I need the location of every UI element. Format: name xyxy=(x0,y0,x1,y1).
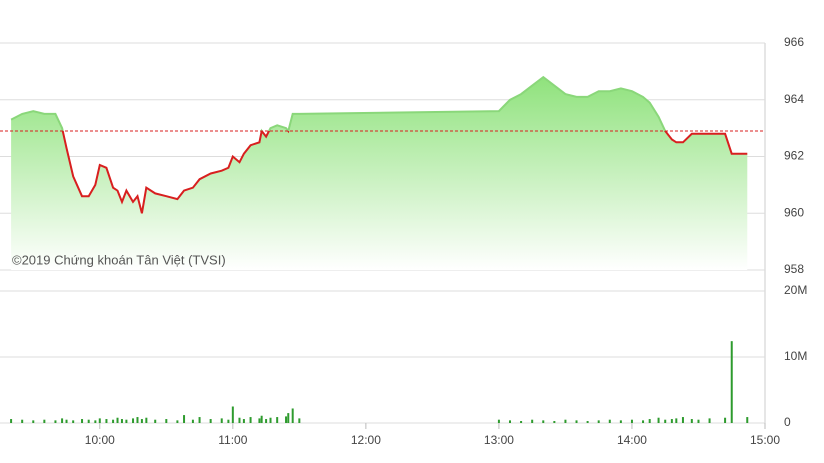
volume-bar xyxy=(72,420,75,423)
y-tick-label: 966 xyxy=(784,35,804,49)
volume-bar xyxy=(619,420,622,423)
x-tick-label: 12:00 xyxy=(351,433,381,447)
volume-bar xyxy=(231,406,234,423)
volume-bar xyxy=(542,420,545,423)
volume-bar xyxy=(191,419,194,423)
volume-bar xyxy=(165,419,168,423)
volume-bar xyxy=(285,416,288,423)
volume-bar xyxy=(65,419,68,423)
volume-bar xyxy=(21,419,24,423)
volume-bar xyxy=(269,417,272,423)
volume-bar xyxy=(597,420,600,423)
volume-bar xyxy=(276,417,279,423)
volume-bar xyxy=(238,417,241,423)
volume-bar xyxy=(209,419,212,423)
volume-bar xyxy=(116,417,119,423)
volume-bar xyxy=(746,417,749,423)
x-tick-label: 14:00 xyxy=(617,433,647,447)
volume-bar xyxy=(198,417,201,423)
y-tick-label: 960 xyxy=(784,205,804,219)
x-tick-label: 15:00 xyxy=(750,433,780,447)
volume-bar xyxy=(664,419,667,423)
volume-bar xyxy=(94,420,97,423)
volume-bar xyxy=(291,408,294,423)
volume-bar xyxy=(630,419,633,423)
x-tick-label: 13:00 xyxy=(484,433,514,447)
volume-bar xyxy=(648,419,651,423)
volume-bar xyxy=(132,418,135,423)
volume-bar xyxy=(54,420,57,423)
y2-tick-label: 10M xyxy=(784,349,807,363)
price-area xyxy=(11,77,748,270)
y2-tick-label: 0 xyxy=(784,415,791,429)
volume-bar xyxy=(708,418,711,423)
volume-bar xyxy=(249,417,252,423)
volume-bar xyxy=(697,419,700,423)
volume-bar xyxy=(140,419,143,423)
volume-bar xyxy=(112,419,115,423)
volume-bar xyxy=(183,415,186,423)
watermark: ©2019 Chứng khoán Tân Việt (TVSI) xyxy=(12,252,226,267)
volume-bar xyxy=(145,417,148,423)
volume-bar xyxy=(657,417,660,423)
volume-bar xyxy=(120,419,123,423)
volume-bar xyxy=(681,417,684,423)
volume-bar xyxy=(298,418,301,423)
volume-bar xyxy=(675,418,678,423)
price-line-up xyxy=(10,75,667,131)
x-tick-label: 10:00 xyxy=(85,433,115,447)
volume-bar xyxy=(265,419,268,423)
y2-tick-label: 20M xyxy=(784,283,807,297)
volume-bar xyxy=(575,420,578,423)
volume-bar xyxy=(287,413,290,423)
volume-bar xyxy=(220,418,223,423)
volume-bar xyxy=(154,419,157,423)
volume-bar xyxy=(586,421,589,423)
volume-bar xyxy=(87,419,90,423)
volume-bar xyxy=(564,419,567,423)
volume-bar xyxy=(642,420,645,423)
volume-bar xyxy=(125,419,128,423)
volume-bar xyxy=(258,418,261,423)
volume-bar xyxy=(176,420,179,423)
y-tick-label: 964 xyxy=(784,92,804,106)
volume-bar xyxy=(43,419,46,423)
volume-bar xyxy=(724,417,727,423)
volume-bar xyxy=(497,419,500,423)
volume-bar xyxy=(81,419,84,423)
volume-bar xyxy=(242,419,245,423)
volume-bar xyxy=(98,418,101,423)
volume-bar xyxy=(670,419,673,423)
volume-bar xyxy=(520,421,523,423)
volume-bar xyxy=(553,421,556,423)
volume-bar xyxy=(260,415,263,423)
volume-bar xyxy=(61,418,64,423)
price-line-down xyxy=(61,130,748,214)
volume-bar xyxy=(509,420,511,423)
volume-bar xyxy=(32,420,35,423)
volume-bar xyxy=(105,419,108,423)
volume-bar xyxy=(730,341,733,423)
volume-bar xyxy=(10,419,13,423)
volume-bar xyxy=(608,419,611,423)
volume-bar xyxy=(690,419,693,423)
x-tick-label: 11:00 xyxy=(218,433,247,447)
volume-bar xyxy=(531,419,534,423)
volume-bar xyxy=(227,419,230,423)
volume-bar xyxy=(136,417,139,423)
y-tick-label: 958 xyxy=(784,262,804,276)
y-tick-label: 962 xyxy=(784,149,804,163)
